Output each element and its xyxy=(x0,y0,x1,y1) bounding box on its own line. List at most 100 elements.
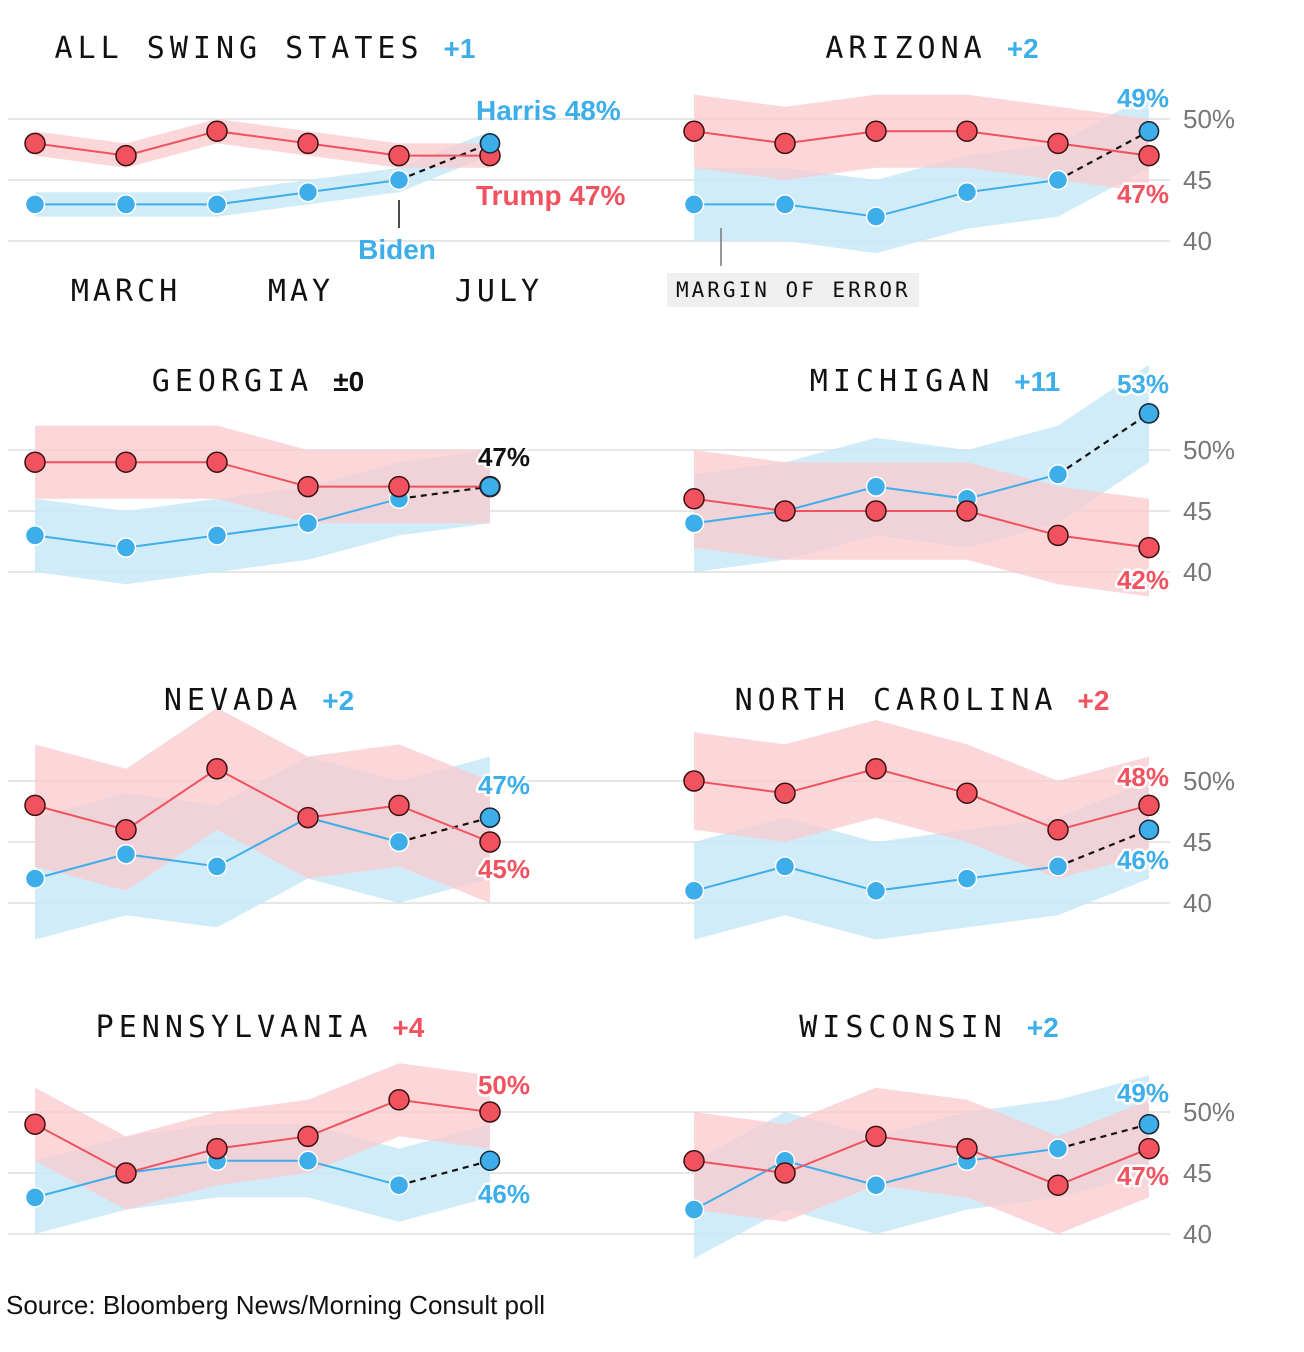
panel-nevada: NEVADA +2 xyxy=(8,683,650,940)
biden-point xyxy=(206,856,228,877)
harris-point-top xyxy=(1138,403,1160,424)
y-tick-label: 45 xyxy=(1183,496,1212,526)
state-name: PENNSYLVANIA xyxy=(96,1010,373,1045)
biden-point xyxy=(956,868,978,889)
trump-point xyxy=(683,1150,705,1172)
x-axis-month-label: MARCH xyxy=(71,274,181,309)
biden-point xyxy=(956,181,978,203)
trump-point xyxy=(206,758,228,780)
biden-point xyxy=(388,1174,410,1196)
biden-point xyxy=(24,868,46,889)
trump-point xyxy=(956,120,978,142)
lead-margin: +11 xyxy=(1014,366,1060,397)
rep-margin-band xyxy=(35,1063,490,1210)
trump-point xyxy=(956,500,978,522)
trump-point xyxy=(297,1125,319,1148)
trump-point xyxy=(115,451,137,473)
harris-end-label: Harris 48% xyxy=(476,95,621,126)
biden-point xyxy=(1047,1138,1069,1159)
trump-point xyxy=(683,770,705,792)
trump-point xyxy=(1047,132,1069,155)
lead-margin: +2 xyxy=(1007,33,1039,64)
trump-point xyxy=(1138,794,1160,817)
end-value-label: 42% xyxy=(1117,565,1169,595)
biden-point xyxy=(388,169,410,191)
y-tick-label: 45 xyxy=(1183,1158,1212,1188)
trump-point xyxy=(297,806,319,829)
biden-point xyxy=(1047,169,1069,191)
biden-point xyxy=(24,525,46,546)
trump-point xyxy=(24,451,46,473)
rep-margin-band xyxy=(694,94,1149,193)
trump-point xyxy=(388,475,410,498)
biden-point xyxy=(1047,856,1069,877)
end-value-label: 46% xyxy=(478,1179,530,1209)
trump-line xyxy=(34,767,491,843)
rep-margin-band xyxy=(694,720,1149,879)
lead-margin: +4 xyxy=(392,1012,424,1043)
biden-point xyxy=(297,1150,319,1172)
biden-point xyxy=(388,831,410,853)
panel-title: ARIZONA +2 xyxy=(825,31,1038,66)
biden-point xyxy=(115,537,137,558)
panel-pennsylvania: PENNSYLVANIA +4 xyxy=(8,1010,650,1235)
trump-point xyxy=(297,132,319,155)
biden-point xyxy=(865,476,887,497)
y-tick-label: 50% xyxy=(1183,1097,1235,1127)
biden-to-harris-connector xyxy=(398,485,491,500)
trump-point xyxy=(206,1137,228,1160)
lead-margin: ±0 xyxy=(333,366,364,397)
panel-title: WISCONSIN +2 xyxy=(799,1010,1059,1045)
panel-arizona: 40 45 50% ARIZONA +2 xyxy=(650,31,1235,256)
end-value-label: 46% xyxy=(1117,845,1169,875)
state-name: MICHIGAN xyxy=(810,364,995,399)
biden-point xyxy=(115,843,137,865)
biden-point xyxy=(683,512,705,534)
trump-point xyxy=(1047,819,1069,841)
trump-point xyxy=(388,1089,410,1111)
trump-point xyxy=(774,782,796,804)
trump-point xyxy=(683,120,705,142)
trump-point xyxy=(683,488,705,510)
trump-point xyxy=(1047,1174,1069,1196)
source-note: Source: Bloomberg News/Morning Consult p… xyxy=(6,1290,546,1320)
trump-point xyxy=(297,475,319,498)
end-value-label: 50% xyxy=(478,1070,530,1100)
trump-point xyxy=(206,451,228,473)
trump-point xyxy=(24,132,46,155)
trump-point xyxy=(774,1162,796,1184)
biden-point xyxy=(865,880,887,902)
end-value-label: 45% xyxy=(478,854,530,884)
panel-title: ALL SWING STATES +1 xyxy=(55,31,476,66)
margin-of-error-tag-bg xyxy=(667,273,919,307)
harris-point-top xyxy=(479,476,501,497)
trump-line xyxy=(693,497,1150,549)
trump-point xyxy=(479,1101,501,1123)
trump-point xyxy=(115,1162,137,1184)
dem-margin-band xyxy=(694,94,1149,254)
panel-title: NEVADA +2 xyxy=(164,683,354,718)
margin-of-error-tag: MARGIN OF ERROR xyxy=(676,278,911,302)
harris-point-top xyxy=(1138,120,1160,142)
biden-point xyxy=(774,856,796,877)
end-value-label: 47% xyxy=(1117,179,1169,209)
biden-to-harris-connector xyxy=(1057,1123,1150,1150)
rep-margin-band xyxy=(694,450,1149,597)
end-value-label: 47% xyxy=(478,770,530,800)
harris-point xyxy=(1138,819,1160,841)
biden-to-harris-connector xyxy=(398,1159,491,1187)
trump-line xyxy=(693,767,1150,831)
state-name: ALL SWING STATES xyxy=(55,31,424,66)
trump-point xyxy=(1138,536,1160,559)
panel-michigan: 40 45 50% MICHIGAN +11 xyxy=(650,364,1235,597)
panel-title: MICHIGAN +11 xyxy=(810,364,1060,399)
trump-point xyxy=(774,500,796,522)
x-axis-month-label: JULY xyxy=(455,274,543,309)
trump-point xyxy=(1138,144,1160,167)
trump-point xyxy=(24,794,46,817)
trump-point xyxy=(479,831,501,853)
trump-point xyxy=(24,1113,46,1135)
biden-annotation: Biden xyxy=(358,234,436,265)
end-value-label: 49% xyxy=(1117,1078,1169,1108)
